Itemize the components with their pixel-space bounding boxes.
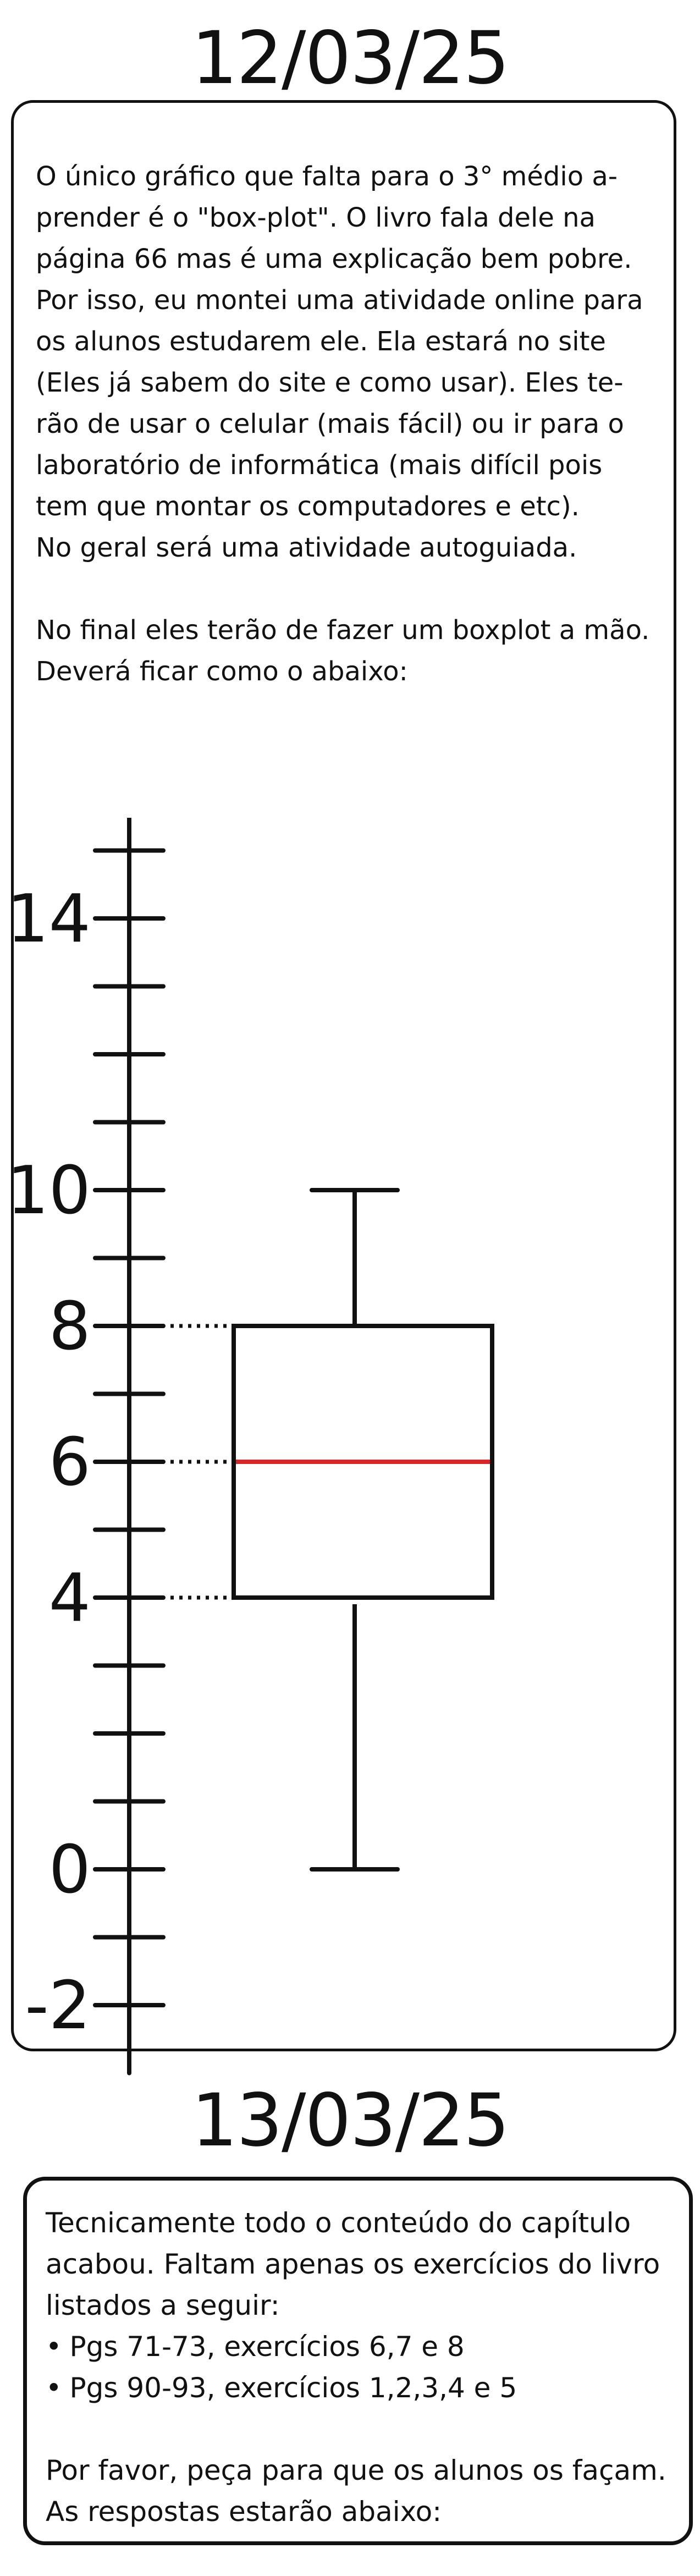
note-card-1: O único gráfico que falta para o 3° médi…	[11, 100, 676, 2076]
date-heading-2: 13/03/25	[191, 2078, 510, 2163]
note-paragraph-instruction: No final eles terão de fazer um boxplot …	[36, 615, 650, 687]
boxplot-chart: 14 10 8 6 4 0 -2	[14, 818, 494, 2076]
note-paragraph-status: Tecnicamente todo o conteúdo do capítulo…	[46, 2207, 660, 2321]
date-heading-1: 12/03/25	[191, 16, 510, 101]
axis-tick-label: 10	[14, 1153, 91, 1229]
axis-tick-label: 0	[49, 1832, 91, 1908]
box-rect	[232, 1324, 494, 1600]
note-card-2: Tecnicamente todo o conteúdo do capítulo…	[23, 2177, 693, 2545]
exercise-list: • Pgs 71-73, exercícios 6,7 e 8 • Pgs 90-9…	[46, 2326, 684, 2409]
bullet-dot: •	[46, 2331, 62, 2363]
axis-tick-label: 8	[49, 1289, 91, 1365]
axis-tick-label: 4	[49, 1560, 91, 1637]
exercise-list-item-text: Pgs 71-73, exercícios 6,7 e 8	[69, 2331, 465, 2363]
exercise-list-item: • Pgs 71-73, exercícios 6,7 e 8	[46, 2326, 684, 2368]
boxplot-box-group	[170, 1188, 494, 1872]
axis-tick-label: 14	[14, 881, 91, 957]
note-paragraph-intro: O único gráfico que falta para o 3° médi…	[36, 161, 643, 563]
exercise-list-item-text: Pgs 90-93, exercícios 1,2,3,4 e 5	[69, 2372, 517, 2404]
axis-tick-label: -2	[25, 1968, 91, 2044]
exercise-list-item: • Pgs 90-93, exercícios 1,2,3,4 e 5	[46, 2368, 684, 2409]
boxplot-axis: 14 10 8 6 4 0 -2	[14, 818, 166, 2076]
axis-tick-label: 6	[49, 1424, 91, 1501]
bullet-dot: •	[46, 2372, 62, 2404]
note-paragraph-request: Por favor, peça para que os alunos os fa…	[46, 2454, 666, 2528]
